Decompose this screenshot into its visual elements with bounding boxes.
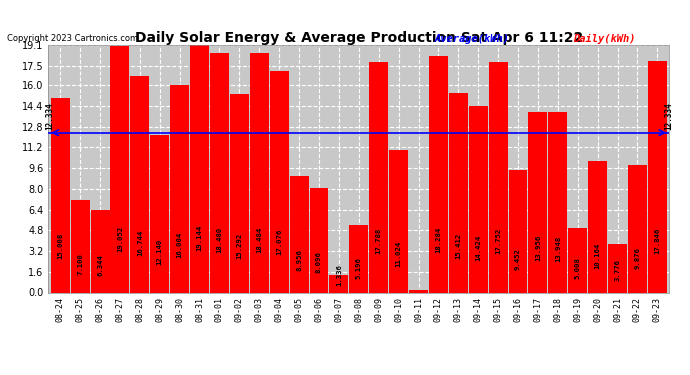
Bar [429,56,448,292]
Text: 15.292: 15.292 [237,232,242,259]
Bar [90,210,110,292]
Text: 18.284: 18.284 [435,227,442,253]
Bar [549,112,567,292]
Text: Copyright 2023 Cartronics.com: Copyright 2023 Cartronics.com [7,34,138,43]
Title: Daily Solar Energy & Average Production Sat Apr 6 11:22: Daily Solar Energy & Average Production … [135,31,583,45]
Text: 1.336: 1.336 [336,264,342,286]
Bar [469,106,488,292]
Text: 17.076: 17.076 [276,229,282,255]
Text: 19.144: 19.144 [197,225,203,251]
Text: 6.344: 6.344 [97,254,103,276]
Text: 13.948: 13.948 [555,235,561,261]
Bar [569,228,587,292]
Bar [310,188,328,292]
Text: 12.334: 12.334 [45,102,54,130]
Text: 9.876: 9.876 [634,248,640,269]
Text: 12.334: 12.334 [664,102,673,130]
Text: 17.752: 17.752 [495,228,501,254]
Text: 13.956: 13.956 [535,235,541,261]
Text: 12.140: 12.140 [157,239,163,265]
Bar [588,161,607,292]
Bar [608,244,627,292]
Text: 19.052: 19.052 [117,225,123,252]
Bar [250,53,268,292]
Bar [349,225,368,292]
Bar [369,62,388,292]
Bar [409,290,428,292]
Bar [70,201,90,292]
Bar [509,170,527,292]
Text: Daily(kWh): Daily(kWh) [573,34,635,44]
Bar [110,46,130,292]
Bar [389,150,408,292]
Bar [170,85,189,292]
Bar [150,135,169,292]
Bar [190,44,209,292]
Text: 18.484: 18.484 [256,226,262,253]
Text: 14.424: 14.424 [475,234,481,261]
Bar [449,93,468,292]
Text: 7.100: 7.100 [77,253,83,275]
Text: 8.096: 8.096 [316,251,322,273]
Bar [130,75,149,292]
Text: 10.164: 10.164 [595,243,601,269]
Text: 15.412: 15.412 [455,232,462,259]
Text: 3.776: 3.776 [615,260,620,281]
Text: 17.846: 17.846 [654,228,660,254]
Text: 11.024: 11.024 [395,241,402,267]
Bar [628,165,647,292]
Text: 9.452: 9.452 [515,248,521,270]
Bar [329,275,348,292]
Text: 16.004: 16.004 [177,231,183,258]
Text: 18.480: 18.480 [217,226,222,253]
Text: Average(kWh): Average(kWh) [435,34,510,44]
Bar [230,94,249,292]
Bar [489,63,508,292]
Text: 15.008: 15.008 [57,233,63,260]
Bar [290,177,308,292]
Bar [51,98,70,292]
Text: 16.744: 16.744 [137,230,143,256]
Text: 8.956: 8.956 [296,249,302,271]
Text: 5.008: 5.008 [575,257,581,279]
Bar [270,71,288,292]
Bar [648,61,667,292]
Bar [529,112,547,292]
Text: 5.196: 5.196 [356,256,362,279]
Text: 17.788: 17.788 [375,228,382,254]
Bar [210,53,229,292]
